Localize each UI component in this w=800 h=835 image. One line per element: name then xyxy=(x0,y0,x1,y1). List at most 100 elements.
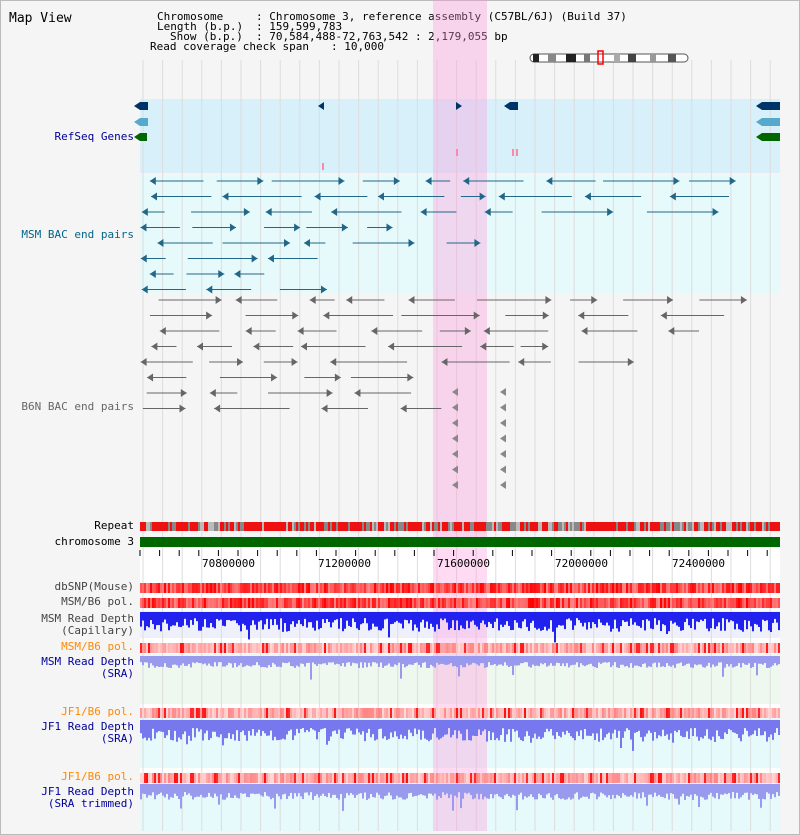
depth-bar xyxy=(462,784,464,799)
density-mark xyxy=(718,598,720,608)
density-mark xyxy=(462,708,464,718)
refseq-genes-label[interactable]: RefSeq Genes xyxy=(54,130,134,143)
density-mark xyxy=(592,643,594,653)
depth-bar xyxy=(676,720,678,733)
density-mark xyxy=(660,708,662,718)
density-mark xyxy=(654,583,656,593)
density-mark xyxy=(296,773,298,783)
depth-bar xyxy=(168,720,170,730)
density-mark xyxy=(760,598,762,608)
repeat-mark xyxy=(558,522,560,531)
density-mark xyxy=(762,773,764,783)
gene-feature xyxy=(322,163,324,170)
depth-bar xyxy=(648,612,650,621)
jf1-b6-pol-2-label[interactable]: JF1/B6 pol. xyxy=(61,770,134,783)
msm-depth-cap-label[interactable]: MSM Read Depth xyxy=(41,612,134,625)
density-mark xyxy=(232,583,234,593)
density-mark xyxy=(430,773,432,783)
msm-depth-sra-label[interactable]: MSM Read Depth xyxy=(41,655,134,668)
density-mark xyxy=(484,583,486,593)
depth-bar xyxy=(552,784,554,800)
density-mark xyxy=(722,773,724,783)
depth-bar xyxy=(558,612,560,626)
density-mark xyxy=(392,643,394,653)
density-mark xyxy=(370,583,372,593)
density-mark xyxy=(586,583,588,593)
msm-b6-pol-2-label[interactable]: MSM/B6 pol. xyxy=(61,640,134,653)
depth-bar xyxy=(550,612,552,621)
depth-bar xyxy=(572,612,574,630)
depth-bar xyxy=(398,784,400,798)
depth-bar xyxy=(234,784,236,796)
depth-bar xyxy=(606,612,608,623)
repeat-mark xyxy=(436,522,438,531)
density-mark xyxy=(720,773,722,783)
repeat-mark xyxy=(362,522,364,531)
repeat-mark xyxy=(756,522,758,531)
density-mark xyxy=(760,708,762,718)
depth-bar xyxy=(642,656,644,664)
depth-bar xyxy=(226,720,228,739)
density-mark xyxy=(426,643,428,653)
depth-bar xyxy=(420,784,422,795)
density-mark xyxy=(436,708,438,718)
depth-bar xyxy=(298,784,300,794)
bac-end-arrow xyxy=(452,403,458,412)
msm-b6-pol-1-label[interactable]: MSM/B6 pol. xyxy=(61,595,134,608)
density-mark xyxy=(460,643,462,653)
density-mark xyxy=(570,773,572,783)
depth-bar xyxy=(526,784,528,798)
depth-bar xyxy=(332,720,334,732)
density-mark xyxy=(622,598,624,608)
dbsnp-label[interactable]: dbSNP(Mouse) xyxy=(54,580,134,593)
jf1-depth-sra-label[interactable]: JF1 Read Depth xyxy=(41,720,134,733)
depth-bar xyxy=(158,656,160,667)
depth-bar xyxy=(768,612,770,631)
density-mark xyxy=(680,773,682,783)
density-mark xyxy=(430,583,432,593)
depth-bar xyxy=(712,612,714,619)
depth-bar xyxy=(628,656,630,668)
depth-bar xyxy=(148,656,150,668)
depth-bar xyxy=(356,612,358,629)
b6n-bac-label[interactable]: B6N BAC end pairs xyxy=(21,400,134,413)
density-mark xyxy=(454,598,456,608)
depth-bar xyxy=(602,612,604,626)
depth-bar xyxy=(452,612,454,621)
density-mark xyxy=(668,598,670,608)
density-mark xyxy=(244,643,246,653)
density-mark xyxy=(718,708,720,718)
depth-bar xyxy=(440,612,442,619)
depth-bar xyxy=(524,612,526,620)
depth-bar xyxy=(630,784,632,796)
density-mark xyxy=(292,583,294,593)
depth-bar xyxy=(250,656,252,667)
density-mark xyxy=(512,643,514,653)
depth-bar xyxy=(404,612,406,620)
depth-bar xyxy=(250,612,252,626)
depth-bar xyxy=(716,784,718,793)
depth-bar xyxy=(414,784,416,796)
density-mark xyxy=(450,583,452,593)
density-mark xyxy=(314,643,316,653)
length-key: Length (b.p.) xyxy=(157,20,244,33)
depth-bar xyxy=(224,784,226,800)
depth-bar xyxy=(314,656,316,665)
msm-bac-label[interactable]: MSM BAC end pairs xyxy=(21,228,134,241)
repeat-mark xyxy=(552,522,554,531)
depth-bar xyxy=(602,656,604,663)
repeat-mark xyxy=(208,522,210,531)
density-mark xyxy=(298,773,300,783)
jf1-b6-pol-1-label[interactable]: JF1/B6 pol. xyxy=(61,705,134,718)
density-mark xyxy=(416,598,418,608)
depth-bar xyxy=(176,784,178,796)
jf1-depth-trim-label[interactable]: JF1 Read Depth xyxy=(41,785,134,798)
density-mark xyxy=(274,643,276,653)
depth-bar xyxy=(266,784,268,796)
density-mark xyxy=(326,643,328,653)
density-mark xyxy=(428,598,430,608)
density-mark xyxy=(686,583,688,593)
depth-bar xyxy=(756,720,758,737)
density-mark xyxy=(658,643,660,653)
